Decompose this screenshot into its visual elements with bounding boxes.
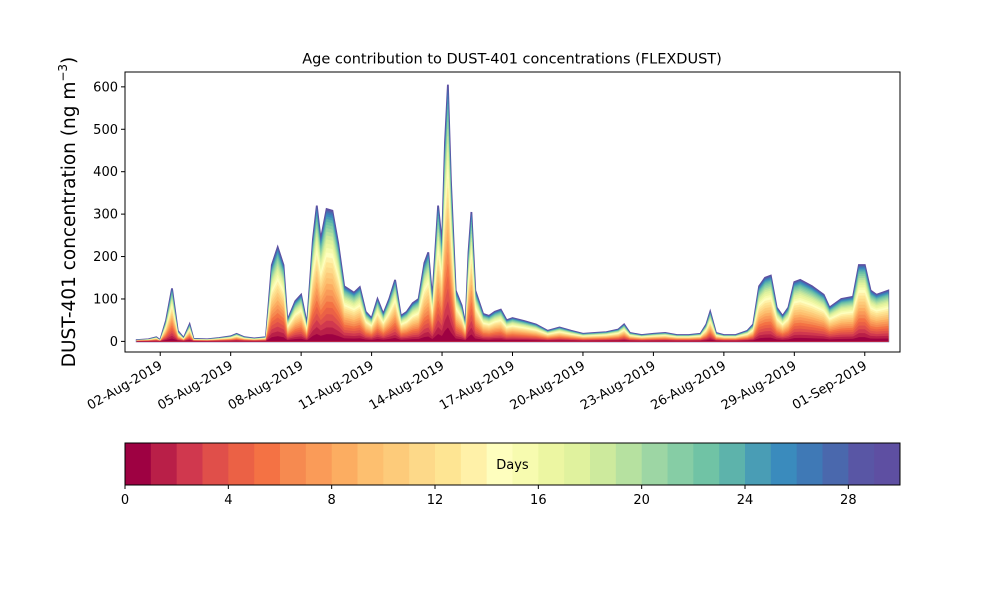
axes: 0 100 200 300 400 500 600 02-Aug-201905-Aug-201… [85,71,901,414]
colorbar-segment [590,443,617,485]
colorbar-tick-label: 0 [121,493,129,508]
x-tick-label: 05-Aug-2019 [155,358,235,413]
colorbar-segment [848,443,875,485]
colorbar-tick-label: 16 [530,493,547,508]
y-axis-title-unit-exponent: −3 [56,64,70,82]
colorbar-segment [357,443,384,485]
colorbar-segment [125,443,152,485]
colorbar-segment [615,443,643,485]
x-tick-label: 01-Sep-2019 [790,358,870,413]
colorbar-segment [564,443,591,485]
y-tick-label: 0 [110,335,118,350]
colorbar-tick-label: 4 [224,493,232,508]
y-axis-title-main: DUST-401 concentration (ng m [59,82,80,368]
y-tick-label: 400 [93,165,118,180]
colorbar-segment [538,443,565,485]
colorbar-segment [202,443,229,485]
age-layer-0 [136,327,889,342]
colorbar-tick-label: 24 [737,493,754,508]
colorbar-segment [512,443,539,485]
colorbar-segment [176,443,203,485]
y-axis-title-close: ) [59,57,80,64]
colorbar-segment [719,443,746,485]
colorbar-segment [435,443,462,485]
colorbar-segment [460,443,488,485]
colorbar-segment [796,443,823,485]
colorbar-segment [228,443,255,485]
colorbar-segment [331,443,358,485]
x-tick-label: 29-Aug-2019 [719,358,799,413]
y-axis-label: DUST-401 concentration (ng m−3) [56,57,80,368]
x-tick-label: 08-Aug-2019 [226,358,306,413]
colorbar-segment [486,443,513,485]
colorbar-segment [280,443,307,485]
x-tick-label: 11-Aug-2019 [296,358,376,413]
age-layer-1 [136,314,889,342]
colorbar-segment [745,443,772,485]
y-axis-title: DUST-401 concentration (ng m−3) [56,57,80,368]
chart-title: Age contribution to DUST-401 concentrati… [302,52,722,68]
colorbar-segment [409,443,436,485]
colorbar-tick-label: 12 [427,493,444,508]
colorbar-segment [822,443,849,485]
y-tick-label: 600 [93,80,118,95]
x-tick-label: 02-Aug-2019 [85,358,165,413]
colorbar-segment [150,443,178,485]
y-tick-label: 300 [93,208,118,223]
colorbar-tick-label: 20 [633,493,650,508]
y-tick-label: 500 [93,123,118,138]
colorbar-label: Days [496,458,529,473]
x-tick-label: 14-Aug-2019 [367,358,447,413]
colorbar-segment [693,443,720,485]
y-tick-label: 100 [93,292,118,307]
colorbar-segment [305,443,333,485]
x-tick-label: 20-Aug-2019 [508,358,588,413]
colorbar-segment [667,443,694,485]
colorbar-segment [254,443,281,485]
x-tick-label: 17-Aug-2019 [437,358,517,413]
colorbar-segment [641,443,668,485]
colorbar-tick-label: 28 [840,493,857,508]
colorbar-segment [770,443,798,485]
stacked-area-layers [135,84,890,343]
colorbar-segment [383,443,410,485]
plot-frame [124,71,901,353]
x-tick-label: 23-Aug-2019 [578,358,658,413]
colorbar-frame [124,442,901,486]
y-tick-label: 200 [93,250,118,265]
colorbar-segment [874,443,901,485]
colorbar-tick-label: 8 [328,493,336,508]
x-tick-label: 26-Aug-2019 [649,358,729,413]
colorbar: Days 0 4 8 12 16 20 24 28 [121,442,901,508]
